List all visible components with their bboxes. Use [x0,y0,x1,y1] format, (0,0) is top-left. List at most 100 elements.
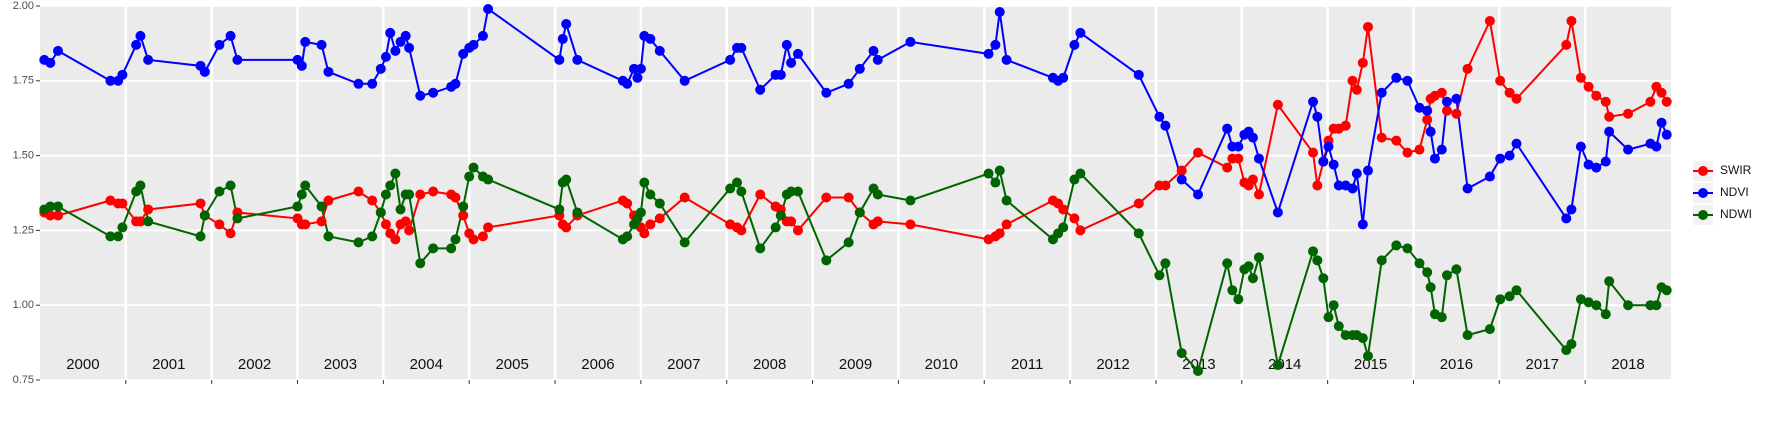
data-point [477,30,488,41]
y-tick-label: 0.75 [13,374,34,386]
data-point [1362,21,1373,32]
data-point [843,237,854,248]
data-point [1312,255,1323,266]
data-point [843,78,854,89]
data-point [781,39,792,50]
data-point [1591,162,1602,173]
data-point [821,192,832,203]
data-point [561,18,572,29]
data-point [468,162,479,173]
data-point [1414,258,1425,269]
data-point [353,78,364,89]
data-point [483,174,494,185]
year-label: 2007 [667,356,700,373]
data-point [395,204,406,215]
data-point [572,54,583,65]
data-point [1154,270,1165,281]
data-point [994,228,1005,239]
data-point [1651,300,1662,311]
data-point [428,243,439,254]
data-point [45,201,56,212]
data-point [725,183,736,194]
data-point [1222,258,1233,269]
data-point [1656,87,1667,98]
data-point [415,90,426,101]
data-point [1253,153,1264,164]
data-point [1511,138,1522,149]
data-point [225,228,236,239]
data-point [645,33,656,44]
data-point [468,39,479,50]
data-point [572,207,583,218]
data-point [1422,114,1433,125]
data-point [1328,300,1339,311]
data-point [105,75,116,86]
data-point [983,48,994,59]
data-point [1583,297,1594,308]
y-tick-label: 2.00 [13,0,34,12]
data-point [300,36,311,47]
data-point [1600,156,1611,167]
data-point [1451,108,1462,119]
year-label: 2011 [1011,356,1043,373]
data-point [1247,132,1258,143]
data-point [1160,180,1171,191]
data-point [143,204,154,215]
data-point [905,195,916,206]
data-point [385,27,396,38]
data-point [1193,147,1204,158]
data-point [199,66,210,77]
data-point [446,243,457,254]
data-point [1484,171,1495,182]
data-point [483,222,494,233]
data-point [1133,228,1144,239]
data-point [1661,96,1672,107]
data-point [1193,189,1204,200]
data-point [1441,105,1452,116]
data-point [225,30,236,41]
data-point [1347,183,1358,194]
data-point [1001,219,1012,230]
data-point [1600,309,1611,320]
data-point [1504,150,1515,161]
data-point [353,186,364,197]
data-point [458,201,469,212]
data-point [1351,168,1362,179]
data-point [983,168,994,179]
data-point [380,189,391,200]
data-point [1312,111,1323,122]
data-point [872,54,883,65]
data-point [1575,294,1586,305]
data-point [854,207,865,218]
year-label: 2005 [495,356,528,373]
data-point [1272,99,1283,110]
data-point [214,39,225,50]
data-point [53,201,64,212]
data-point [1436,87,1447,98]
data-point [404,42,415,53]
data-point [770,222,781,233]
data-point [1414,102,1425,113]
data-point [390,234,401,245]
data-point [1604,111,1615,122]
data-point [1504,87,1515,98]
data-point [113,231,124,242]
data-point [1462,330,1473,341]
data-point [1661,285,1672,296]
data-point [755,189,766,200]
data-point [1623,108,1634,119]
data-point [1308,147,1319,158]
data-point [1357,333,1368,344]
data-point [725,54,736,65]
data-point [214,186,225,197]
y-tick-label: 1.75 [13,75,34,87]
data-point [755,84,766,95]
legend-label: NDWI [1720,207,1752,221]
data-point [1075,27,1086,38]
data-point [390,45,401,56]
data-point [1333,321,1344,332]
data-point [732,177,743,188]
data-point [380,219,391,230]
data-point [1591,300,1602,311]
year-label: 2004 [410,356,443,373]
